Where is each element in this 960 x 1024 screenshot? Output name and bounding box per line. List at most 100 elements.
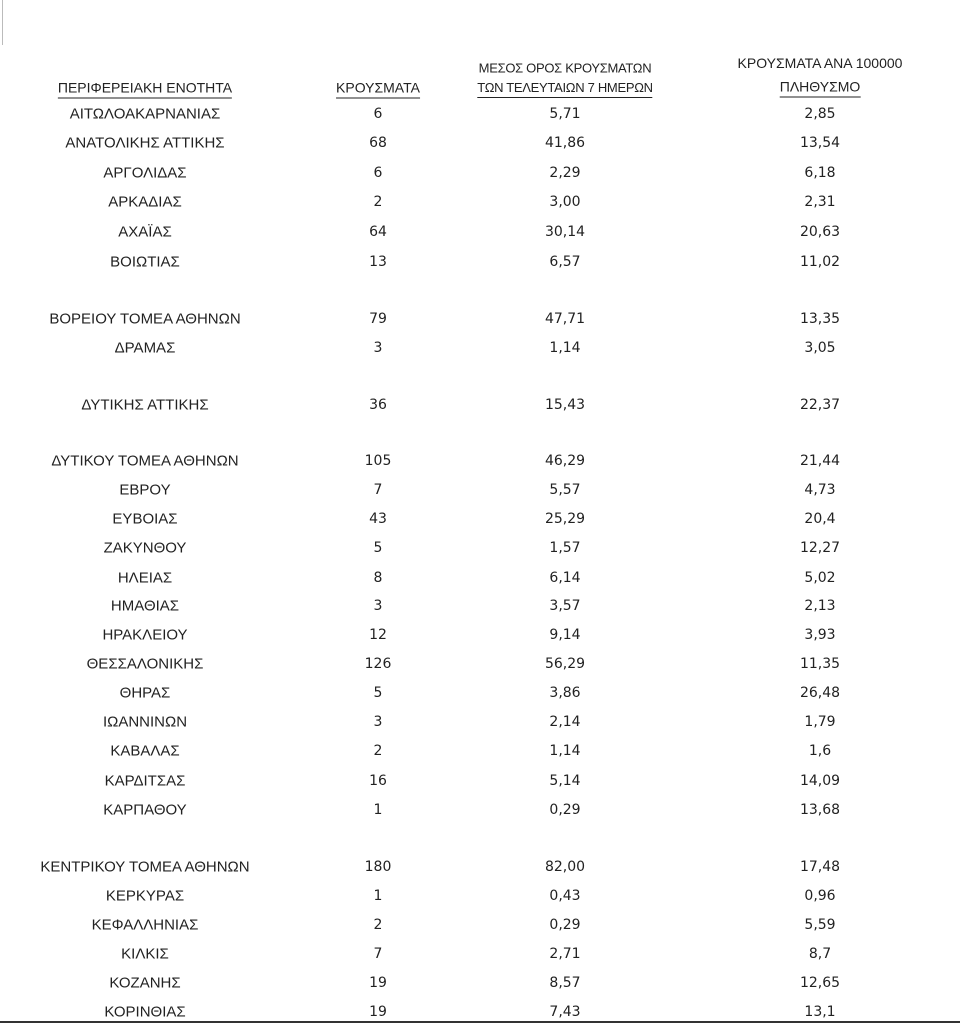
- cell-value: 22,37: [799, 397, 841, 413]
- cell-value: 5,71: [549, 106, 581, 122]
- cell-value: 180: [364, 859, 392, 875]
- cell-value: 5,57: [549, 482, 581, 498]
- cell-value: 0,96: [804, 888, 836, 904]
- cell-value: 41,86: [544, 135, 586, 151]
- cell-value: 4,73: [804, 482, 836, 498]
- region-name: ΔΥΤΙΚΗΣ ΑΤΤΙΚΗΣ: [81, 396, 209, 414]
- cell-value: 3: [373, 714, 383, 730]
- cell-value: 5,02: [804, 570, 836, 586]
- region-name: ΘΕΣΣΑΛΟΝΙΚΗΣ: [86, 655, 204, 673]
- cell-value: 20,4: [804, 511, 836, 527]
- region-name: ΚΑΒΑΛΑΣ: [110, 742, 180, 760]
- cell-value: 8,57: [549, 975, 581, 991]
- cell-value: 17,48: [799, 859, 841, 875]
- region-name: ΕΒΡΟΥ: [119, 481, 171, 499]
- region-name: ΚΑΡΔΙΤΣΑΣ: [104, 772, 186, 790]
- cell-value: 105: [364, 453, 392, 469]
- cell-value: 26,48: [799, 685, 841, 701]
- cell-value: 6: [373, 106, 383, 122]
- region-name: ΗΡΑΚΛΕΙΟΥ: [102, 626, 188, 644]
- cell-value: 3,05: [804, 340, 836, 356]
- cell-value: 7: [373, 946, 383, 962]
- cell-value: 11,02: [799, 254, 841, 270]
- column-header: ΚΡΟΥΣΜΑΤΑ: [336, 80, 420, 99]
- cell-value: 13,35: [799, 311, 841, 327]
- cell-value: 36: [369, 397, 387, 413]
- region-name: ΕΥΒΟΙΑΣ: [112, 510, 178, 528]
- cell-value: 21,44: [799, 453, 841, 469]
- cell-value: 6,18: [804, 165, 836, 181]
- cell-value: 14,09: [799, 773, 841, 789]
- column-header: ΜΕΣΟΣ ΟΡΟΣ ΚΡΟΥΣΜΑΤΩΝ: [478, 60, 652, 76]
- cell-value: 1,6: [808, 743, 832, 759]
- cell-value: 2: [373, 194, 383, 210]
- cell-value: 13,68: [799, 802, 841, 818]
- cell-value: 13,1: [804, 1004, 836, 1020]
- cell-value: 12,27: [799, 540, 841, 556]
- column-header: ΚΡΟΥΣΜΑΤΑ ΑΝΑ 100000: [737, 55, 903, 71]
- cell-value: 19: [369, 975, 387, 991]
- cell-value: 2: [373, 917, 383, 933]
- cell-value: 9,14: [549, 627, 581, 643]
- cell-value: 1,79: [804, 714, 836, 730]
- region-name: ΔΡΑΜΑΣ: [114, 339, 176, 357]
- cell-value: 2,29: [549, 165, 581, 181]
- region-name: ΚΑΡΠΑΘΟΥ: [103, 801, 187, 819]
- cell-value: 1,57: [549, 540, 581, 556]
- region-name: ΚΟΡΙΝΘΙΑΣ: [104, 1003, 186, 1021]
- cell-value: 15,43: [544, 397, 586, 413]
- cell-value: 47,71: [544, 311, 586, 327]
- cell-value: 5,14: [549, 773, 581, 789]
- cell-value: 3,86: [549, 685, 581, 701]
- cell-value: 8,7: [808, 946, 832, 962]
- region-name: ΘΗΡΑΣ: [119, 684, 171, 702]
- cell-value: 2: [373, 743, 383, 759]
- cell-value: 6,14: [549, 570, 581, 586]
- cell-value: 0,29: [549, 802, 581, 818]
- region-name: ΚΕΝΤΡΙΚΟΥ ΤΟΜΕΑ ΑΘΗΝΩΝ: [40, 858, 250, 876]
- cell-value: 2,14: [549, 714, 581, 730]
- region-name: ΑΙΤΩΛΟΑΚΑΡΝΑΝΙΑΣ: [69, 105, 221, 123]
- region-name: ΖΑΚΥΝΘΟΥ: [103, 539, 187, 557]
- cell-value: 5: [373, 540, 383, 556]
- region-name: ΙΩΑΝΝΙΝΩΝ: [102, 713, 188, 731]
- region-name: ΚΟΖΑΝΗΣ: [109, 974, 181, 992]
- column-header: ΤΩΝ ΤΕΛΕΥΤΑΙΩΝ 7 ΗΜΕΡΩΝ: [477, 80, 653, 98]
- cell-value: 46,29: [544, 453, 586, 469]
- cell-value: 30,14: [544, 224, 586, 240]
- cell-value: 6: [373, 165, 383, 181]
- cell-value: 11,35: [799, 656, 841, 672]
- cell-value: 2,71: [549, 946, 581, 962]
- cell-value: 25,29: [544, 511, 586, 527]
- cell-value: 20,63: [799, 224, 841, 240]
- cell-value: 68: [369, 135, 387, 151]
- region-name: ΑΡΚΑΔΙΑΣ: [108, 193, 182, 211]
- region-name: ΚΕΡΚΥΡΑΣ: [105, 887, 185, 905]
- region-name: ΗΜΑΘΙΑΣ: [110, 597, 180, 615]
- cell-value: 1,14: [549, 743, 581, 759]
- cell-value: 16: [369, 773, 387, 789]
- cell-value: 1: [373, 802, 383, 818]
- region-name: ΑΡΓΟΛΙΔΑΣ: [103, 164, 187, 182]
- region-name: ΒΟΡΕΙΟΥ ΤΟΜΕΑ ΑΘΗΝΩΝ: [49, 310, 241, 328]
- cell-value: 7,43: [549, 1004, 581, 1020]
- region-name: ΔΥΤΙΚΟΥ ΤΟΜΕΑ ΑΘΗΝΩΝ: [51, 452, 239, 470]
- region-name: ΑΝΑΤΟΛΙΚΗΣ ΑΤΤΙΚΗΣ: [65, 134, 225, 152]
- cell-value: 3,00: [549, 194, 581, 210]
- cell-value: 1,14: [549, 340, 581, 356]
- region-name: ΚΕΦΑΛΛΗΝΙΑΣ: [91, 916, 199, 934]
- cell-value: 82,00: [544, 859, 586, 875]
- cell-value: 3,93: [804, 627, 836, 643]
- cell-value: 5,59: [804, 917, 836, 933]
- cell-value: 126: [364, 656, 392, 672]
- cell-value: 43: [369, 511, 387, 527]
- cell-value: 8: [373, 570, 383, 586]
- column-header: ΠΕΡΙΦΕΡΕΙΑΚΗ ΕΝΟΤΗΤΑ: [57, 80, 233, 99]
- cell-value: 7: [373, 482, 383, 498]
- cell-value: 2,85: [804, 106, 836, 122]
- cell-value: 0,43: [549, 888, 581, 904]
- cell-value: 13: [369, 254, 387, 270]
- region-name: ΑΧΑΪΑΣ: [118, 223, 172, 241]
- cell-value: 12,65: [799, 975, 841, 991]
